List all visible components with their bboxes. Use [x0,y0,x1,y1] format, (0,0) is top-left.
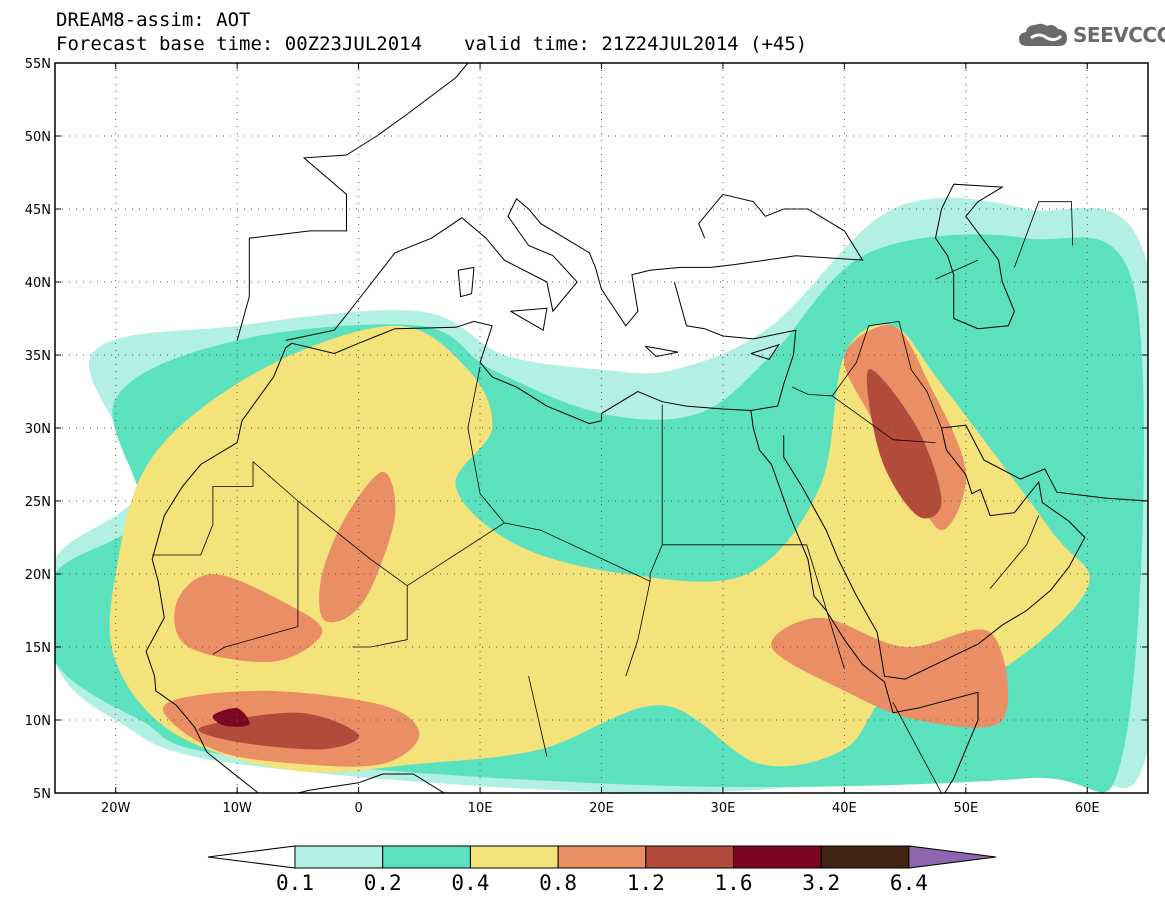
lat-label: 30N [25,422,51,437]
lon-label: 10W [222,801,252,816]
aot-zone-1-2 [866,369,942,519]
aot-field [55,197,1148,793]
lon-label: 0 [354,801,362,816]
lat-label: 10N [25,714,51,729]
country-border [892,702,942,793]
lat-label: 20N [25,568,51,583]
aot-zone-1-6 [212,708,250,727]
gridlines [55,63,1148,793]
lon-label: 40E [832,801,857,816]
coastline [750,410,979,793]
map-title: DREAM8-assim: AOT [56,9,251,31]
lon-label: 30E [711,801,736,816]
lat-label: 35N [25,349,51,364]
lat-label: 5N [33,787,51,802]
axis-labels: 55N 50N 45N 40N 35N 30N 25N 20N 15N 10N 5N 20W 10W 0 1… [25,57,1100,816]
aot-zone-0-8 [319,471,396,623]
country-border [352,585,408,648]
country-border [152,461,254,556]
coastline [510,307,548,331]
lon-label: 60E [1075,801,1100,816]
country-border [528,676,548,757]
seevccc-logo: SEEVCCC [1017,20,1165,50]
aot-zone-0-8 [174,574,323,663]
base-time: Forecast base time: 00Z23JUL2014 [56,33,423,55]
lat-label: 25N [25,495,51,510]
cloud-icon [1019,23,1067,46]
lat-label: 15N [25,641,51,656]
coastline [644,345,679,358]
country-border [625,581,651,677]
lat-label: 45N [25,203,51,218]
coastline [236,63,469,341]
coastline [783,424,1148,680]
country-border [935,259,979,280]
coastline [750,343,780,360]
lon-label: 20E [589,801,614,816]
forecast-time-line: Forecast base time: 00Z23JUL2014 valid ti… [56,34,807,54]
lat-label: 40N [25,276,51,291]
country-border [806,544,845,670]
coastline [457,266,475,298]
logo-text: SEEVCCC [1073,23,1165,47]
country-border [467,366,505,524]
valid-time: valid time: 21Z24JUL2014 (+45) [464,33,808,55]
country-border [831,395,936,443]
country-border [1014,201,1074,268]
coastline [934,183,1015,330]
lon-label: 20W [101,801,131,816]
country-border [252,461,807,587]
lat-label: 50N [25,130,51,145]
country-border [212,501,299,655]
lon-label: 10E [468,801,493,816]
lon-label: 50E [953,801,978,816]
lat-label: 55N [25,57,51,72]
axis-ticks [55,62,1148,794]
country-border [868,320,942,429]
country-border [989,515,1040,589]
coastline [285,193,864,341]
